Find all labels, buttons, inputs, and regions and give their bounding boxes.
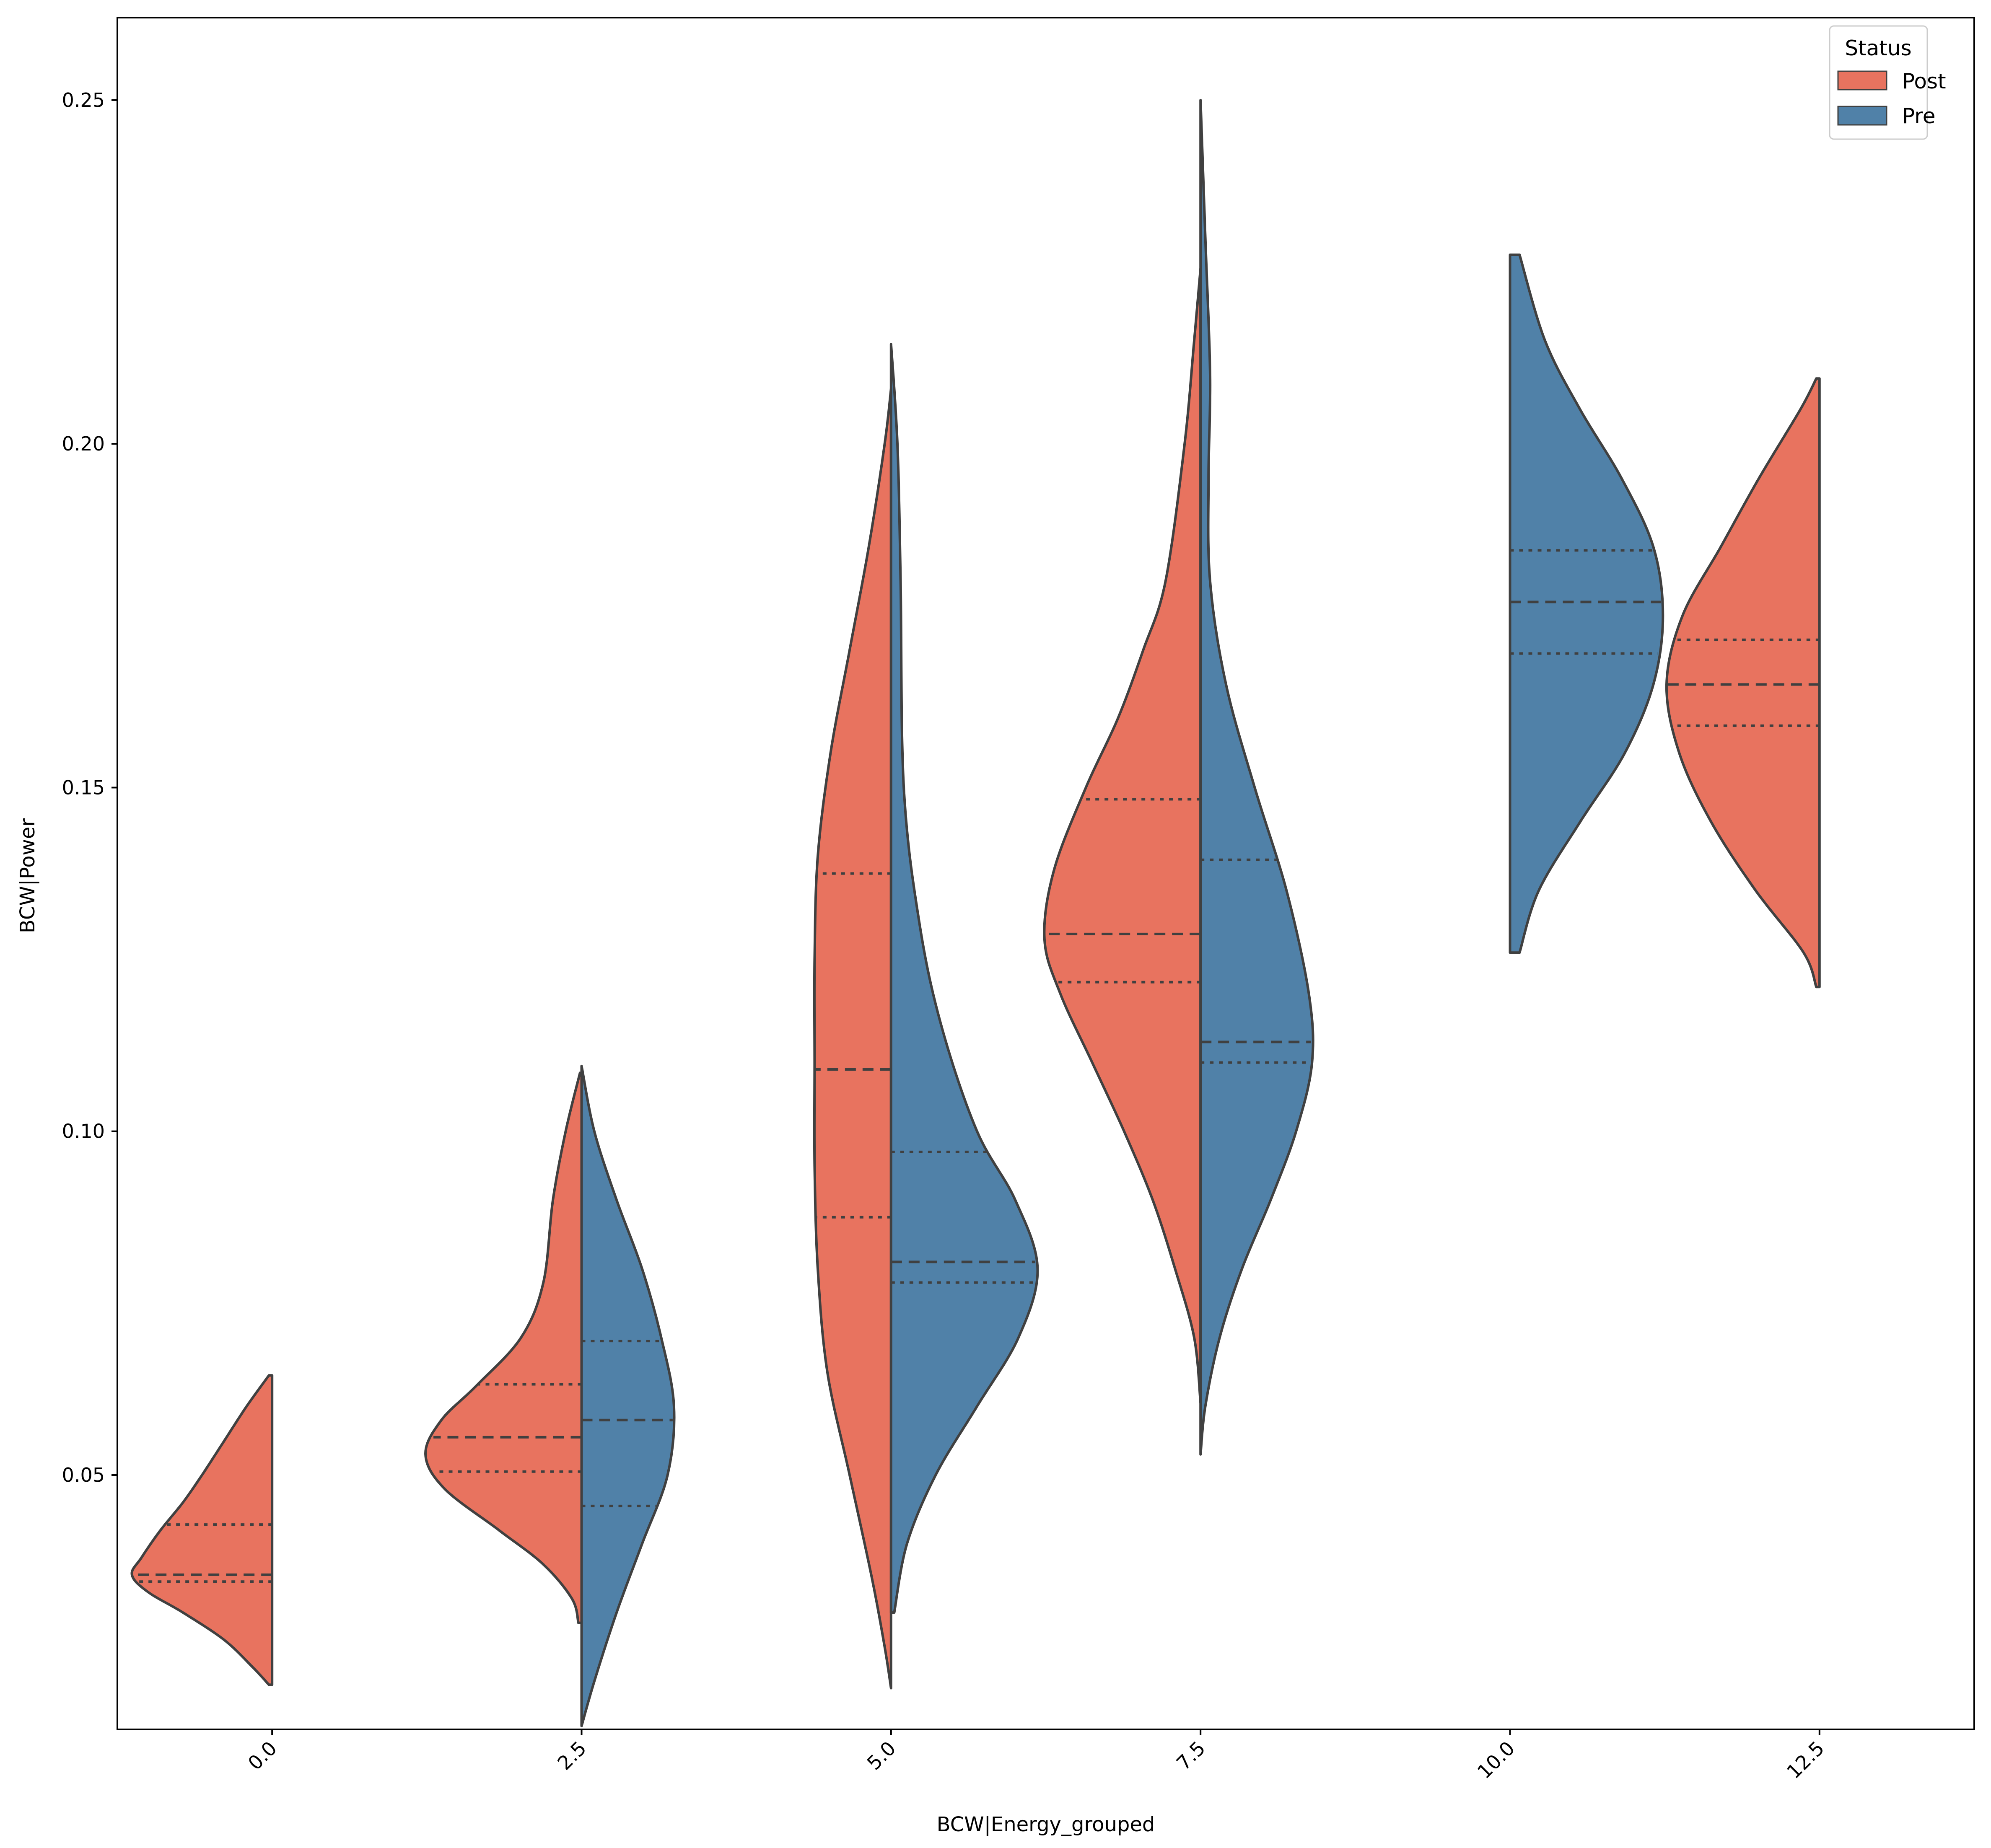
violin-post-5 (813, 387, 892, 1690)
violin-pre-7-5 (1199, 98, 1314, 1456)
y-axis-label: BCW|Power (16, 818, 39, 934)
quartile-lines-layer (132, 549, 1820, 1583)
plot-frame (117, 17, 1975, 1730)
y-tick-label-0-2: 0.20 (62, 432, 105, 455)
violin-post-2-5 (424, 1072, 583, 1624)
violin-pre-5 (889, 343, 1039, 1614)
legend-label-pre: Pre (1902, 104, 1936, 128)
violin-pre-2-5 (580, 1064, 676, 1727)
y-tick-label-0-05: 0.05 (62, 1464, 105, 1486)
y-axis: 0.05 0.10 0.15 0.20 0.25 (62, 89, 117, 1486)
legend-title: Status (1845, 36, 1911, 60)
violin-post-0 (130, 1374, 274, 1686)
violin-layer (130, 98, 1821, 1727)
x-axis-label: BCW|Energy_grouped (937, 1813, 1155, 1836)
violin-pre-10 (1509, 254, 1664, 954)
violin-post-7-5 (1043, 267, 1202, 1404)
legend-swatch-post (1837, 70, 1887, 91)
violin-post-12-5 (1665, 377, 1821, 989)
y-tick-label-0-25: 0.25 (62, 89, 105, 111)
y-tick-label-0-1: 0.10 (62, 1120, 105, 1143)
legend: Status Post Pre (1829, 25, 1946, 140)
legend-swatch-pre (1837, 106, 1887, 126)
legend-label-post: Post (1902, 69, 1946, 93)
y-tick-label-0-15: 0.15 (62, 776, 105, 799)
